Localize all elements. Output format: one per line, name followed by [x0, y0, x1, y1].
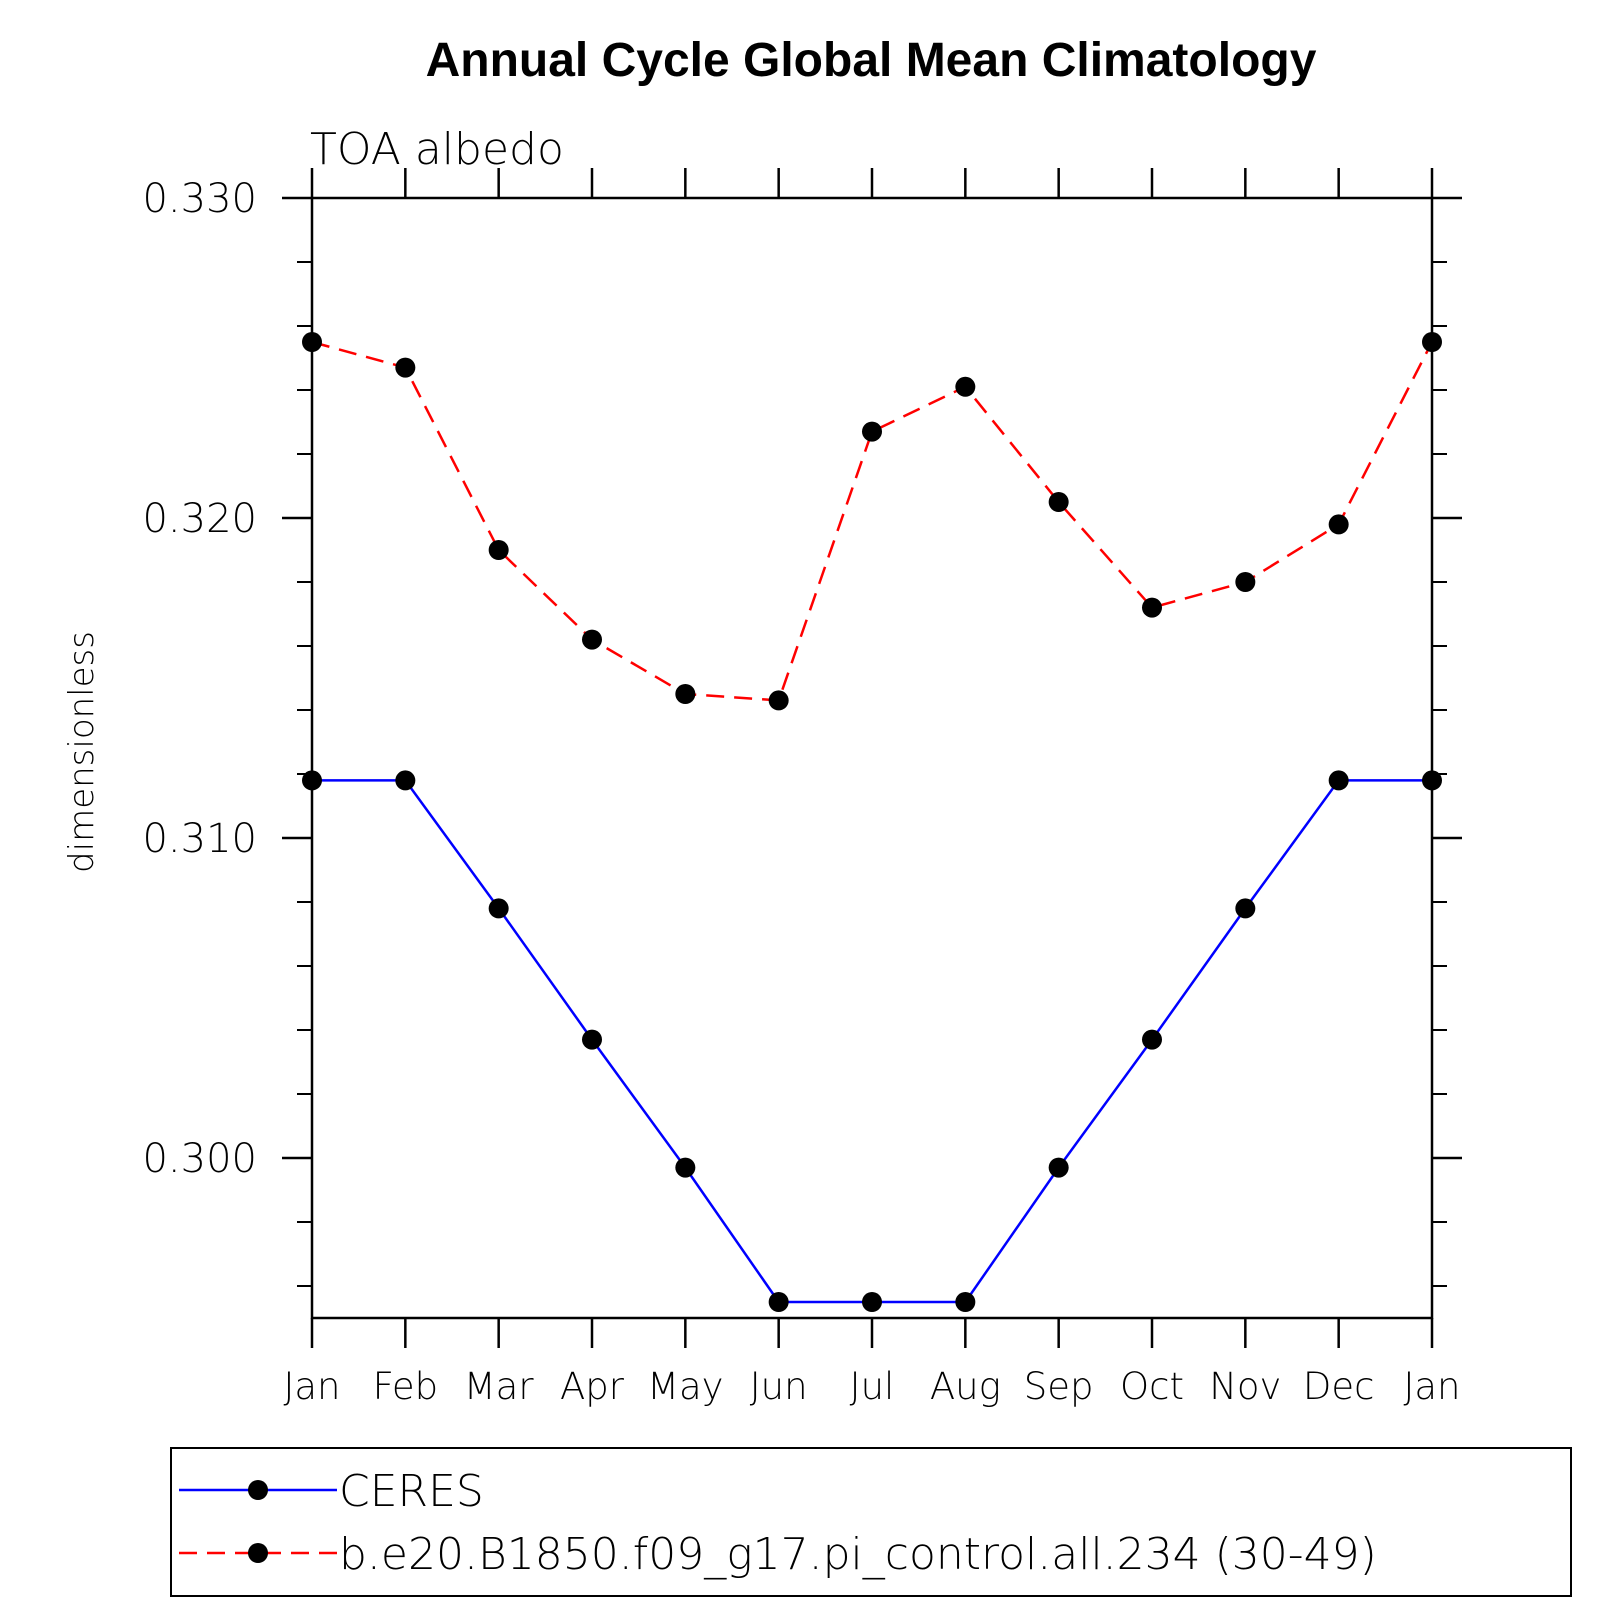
data-point-1	[1048, 492, 1069, 512]
legend: CERES b.e20.B1850.f09_g17.pi_control.all.…	[170, 1447, 1572, 1597]
data-point-0	[862, 1292, 882, 1312]
data-point-1	[302, 332, 322, 352]
y-tick-label: 0.310	[142, 816, 257, 862]
legend-label-1: b.e20.B1850.f09_g17.pi_control.all.234 (…	[339, 1529, 1377, 1580]
x-tick-label: Nov	[1209, 1365, 1281, 1408]
y-tick-label: 0.320	[142, 496, 257, 542]
data-point-1	[1422, 332, 1442, 352]
data-point-1	[1328, 514, 1349, 535]
data-point-0	[955, 1292, 976, 1312]
data-point-1	[675, 684, 696, 704]
data-point-0	[1142, 1029, 1162, 1050]
x-tick-label: Oct	[1120, 1365, 1184, 1408]
x-tick-label: Jul	[850, 1365, 895, 1408]
data-point-0	[768, 1292, 789, 1312]
chart-subtitle: TOA albedo	[310, 124, 564, 175]
chart-title: Annual Cycle Global Mean Climatology	[426, 34, 1317, 87]
data-point-0	[395, 770, 416, 791]
x-tick-label: Jan	[283, 1365, 340, 1408]
x-tick-label: Jun	[750, 1365, 808, 1408]
legend-marker-1	[248, 1543, 268, 1563]
y-tick-label: 0.330	[142, 176, 257, 222]
data-point-1	[955, 376, 976, 397]
legend-label-0: CERES	[339, 1466, 484, 1517]
data-point-0	[1328, 770, 1349, 791]
data-point-0	[1235, 898, 1256, 919]
x-tick-label: May	[647, 1365, 724, 1408]
data-point-1	[582, 629, 602, 650]
y-axis-label: dimensionless	[62, 631, 102, 873]
data-point-1	[768, 690, 789, 711]
x-tick-label: Feb	[373, 1365, 439, 1408]
x-tick-label: Mar	[464, 1365, 535, 1408]
x-tick-label: Apr	[560, 1365, 625, 1408]
data-point-1	[1142, 597, 1162, 618]
legend-box	[170, 1447, 1572, 1597]
series-line-0	[312, 779, 1432, 1304]
data-point-0	[675, 1157, 696, 1178]
data-point-0	[1422, 770, 1442, 791]
x-tick-label: Aug	[930, 1365, 1001, 1408]
x-tick-label: Dec	[1303, 1365, 1375, 1408]
data-point-0	[488, 898, 509, 919]
plot-frame	[310, 196, 1434, 1320]
y-tick-label: 0.300	[142, 1136, 257, 1182]
x-tick-label: Sep	[1024, 1365, 1094, 1408]
data-point-1	[395, 357, 416, 378]
data-point-1	[488, 540, 509, 560]
series-line-1	[311, 340, 1434, 702]
data-point-0	[302, 770, 322, 791]
data-point-0	[582, 1029, 602, 1050]
legend-marker-0	[248, 1480, 268, 1500]
data-point-0	[1048, 1157, 1069, 1178]
data-point-1	[862, 421, 882, 442]
data-point-1	[1235, 572, 1256, 592]
x-tick-label: Jan	[1403, 1365, 1460, 1408]
